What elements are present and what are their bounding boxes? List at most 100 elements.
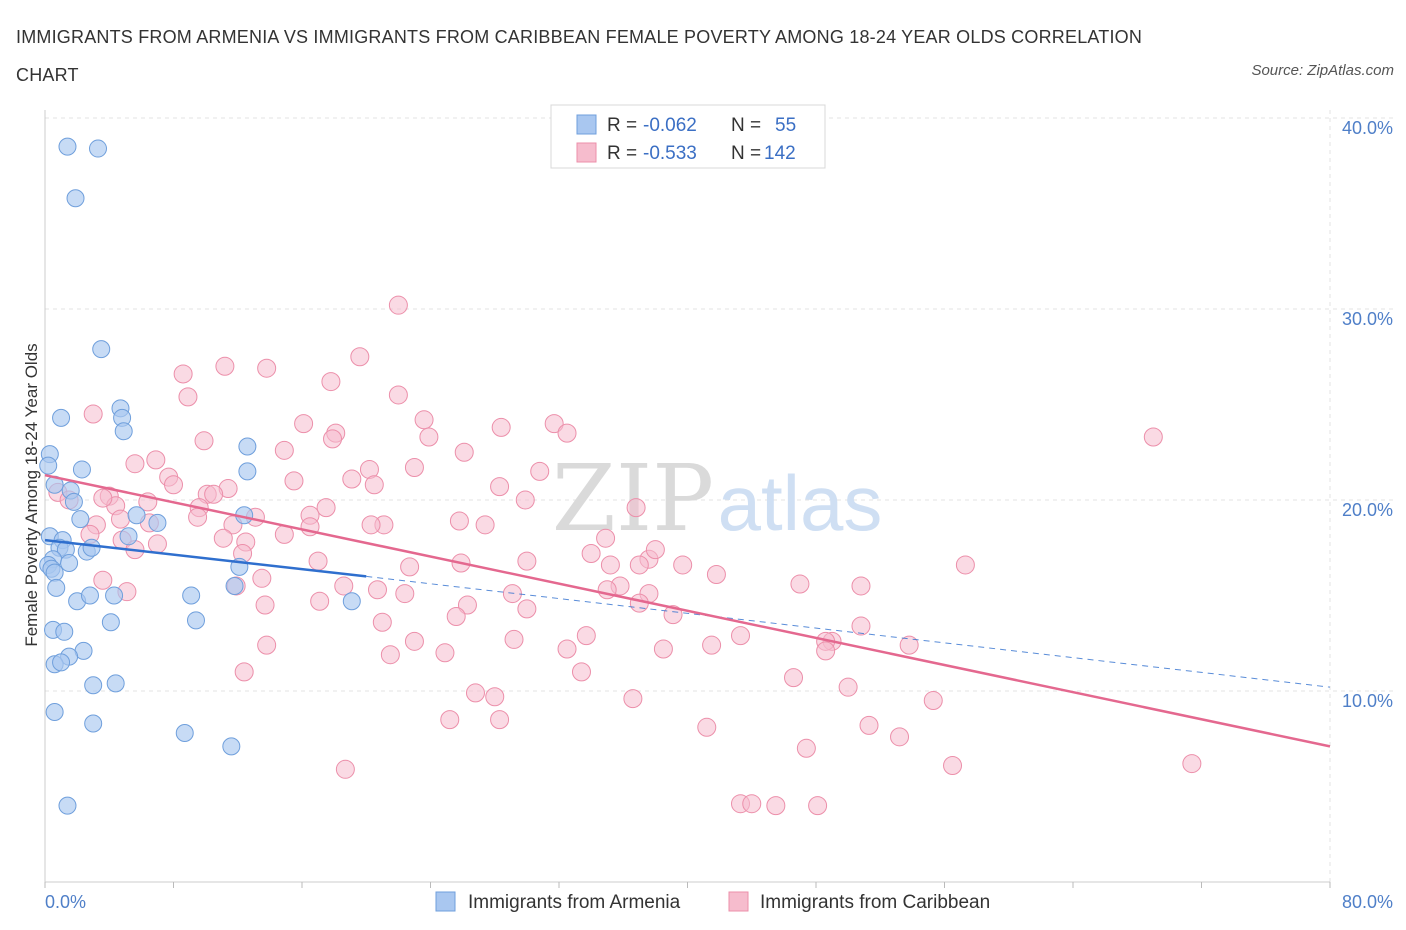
- caribbean-point: [316, 498, 336, 518]
- caribbean-point: [93, 570, 113, 590]
- caribbean-point: [257, 635, 277, 655]
- armenia-point: [52, 408, 71, 427]
- armenia-point: [84, 714, 103, 733]
- legend-caribbean-swatch: [728, 891, 749, 912]
- caribbean-point: [342, 469, 362, 489]
- axes: [44, 110, 1331, 888]
- caribbean-point: [164, 475, 183, 495]
- armenia-point: [119, 527, 138, 546]
- x-tick-label-min: 0.0%: [45, 892, 86, 912]
- y-tick-labels: 10.0% 20.0% 30.0% 40.0%: [1342, 118, 1393, 711]
- caribbean-point: [188, 507, 208, 527]
- caribbean-point: [93, 488, 113, 508]
- caribbean-point: [557, 639, 577, 659]
- armenia-point: [175, 724, 194, 743]
- armenia-r-value: -0.062: [643, 115, 697, 136]
- caribbean-point: [400, 557, 420, 577]
- caribbean-r-label: R =: [607, 143, 637, 164]
- caribbean-point: [955, 555, 975, 575]
- caribbean-point: [702, 635, 722, 655]
- caribbean-point: [1182, 754, 1202, 774]
- caribbean-point: [323, 429, 343, 449]
- caribbean-point: [178, 387, 198, 407]
- caribbean-point: [234, 662, 254, 682]
- y-tick-label: 30.0%: [1342, 309, 1393, 329]
- caribbean-point: [440, 710, 460, 730]
- caribbean-point: [645, 540, 665, 560]
- caribbean-point: [859, 715, 879, 735]
- caribbean-point: [294, 414, 314, 434]
- caribbean-point: [419, 427, 439, 447]
- caribbean-point: [731, 626, 751, 646]
- armenia-point: [225, 576, 244, 595]
- caribbean-point: [257, 358, 277, 378]
- armenia-point: [45, 563, 64, 582]
- caribbean-point: [504, 629, 524, 649]
- caribbean-point: [596, 528, 616, 548]
- x-tick-label-max: 80.0%: [1342, 892, 1393, 912]
- armenia-point: [106, 674, 125, 693]
- armenia-point: [82, 538, 101, 557]
- caribbean-point: [125, 454, 145, 474]
- caribbean-point: [673, 555, 693, 575]
- caribbean-point: [361, 515, 381, 535]
- caribbean-point: [414, 410, 434, 430]
- armenia-n-value: 55: [775, 115, 796, 136]
- armenia-point: [89, 139, 108, 158]
- caribbean-point: [544, 414, 564, 434]
- caribbean-point: [173, 364, 193, 384]
- caribbean-point: [404, 631, 424, 651]
- caribbean-n-value: 142: [764, 143, 796, 164]
- caribbean-point: [838, 677, 858, 697]
- caribbean-point: [629, 555, 649, 575]
- armenia-point: [71, 510, 90, 529]
- caribbean-point: [475, 515, 495, 535]
- caribbean-point: [899, 635, 919, 655]
- caribbean-point: [784, 668, 804, 688]
- caribbean-point: [146, 450, 166, 470]
- y-axis-label: Female Poverty Among 18-24 Year Olds: [22, 343, 41, 646]
- caribbean-point: [851, 616, 871, 636]
- armenia-point: [84, 676, 103, 695]
- armenia-point: [114, 422, 133, 441]
- chart-title: IMMIGRANTS FROM ARMENIA VS IMMIGRANTS FR…: [16, 27, 1143, 85]
- caribbean-point: [623, 689, 643, 709]
- caribbean-point: [404, 458, 424, 478]
- caribbean-point: [110, 509, 130, 529]
- caribbean-point: [215, 356, 235, 376]
- caribbean-point: [364, 475, 384, 495]
- armenia-trend-extension: [366, 575, 1331, 688]
- armenia-point: [92, 340, 111, 359]
- caribbean-point: [372, 612, 392, 632]
- armenia-point: [39, 456, 58, 475]
- stats-legend-frame: [550, 104, 826, 169]
- armenia-n-label: N =: [731, 115, 761, 136]
- caribbean-point: [663, 605, 683, 625]
- caribbean-point: [457, 595, 477, 615]
- watermark-zip: ZIP: [552, 445, 714, 552]
- caribbean-point: [808, 796, 828, 816]
- series-legend: Immigrants from Armenia Immigrants from …: [435, 891, 990, 913]
- caribbean-swatch: [576, 142, 597, 163]
- stats-legend: R = -0.062 N = 55 R = -0.533 N = 142: [550, 104, 826, 169]
- caribbean-point: [706, 564, 726, 584]
- armenia-points: [39, 137, 361, 815]
- caribbean-point: [194, 431, 214, 451]
- caribbean-point: [213, 528, 233, 548]
- armenia-point: [55, 622, 74, 641]
- armenia-point: [238, 462, 257, 481]
- watermark-atlas: atlas: [718, 459, 883, 547]
- y-tick-label: 10.0%: [1342, 691, 1393, 711]
- legend-caribbean-label: Immigrants from Caribbean: [760, 892, 990, 913]
- caribbean-point: [395, 584, 415, 604]
- armenia-point: [60, 554, 79, 573]
- caribbean-point: [204, 484, 224, 504]
- y-tick-label: 20.0%: [1342, 500, 1393, 520]
- caribbean-point: [388, 295, 408, 315]
- armenia-point: [148, 513, 167, 532]
- armenia-swatch: [576, 114, 597, 135]
- caribbean-point: [626, 498, 646, 518]
- caribbean-point: [766, 796, 786, 816]
- caribbean-point: [454, 442, 474, 462]
